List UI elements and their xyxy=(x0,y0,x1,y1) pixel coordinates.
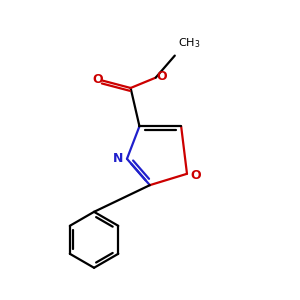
Text: O: O xyxy=(92,73,103,86)
Text: CH$_3$: CH$_3$ xyxy=(178,37,200,50)
Text: O: O xyxy=(190,169,200,182)
Text: N: N xyxy=(113,152,123,165)
Text: O: O xyxy=(157,70,167,83)
